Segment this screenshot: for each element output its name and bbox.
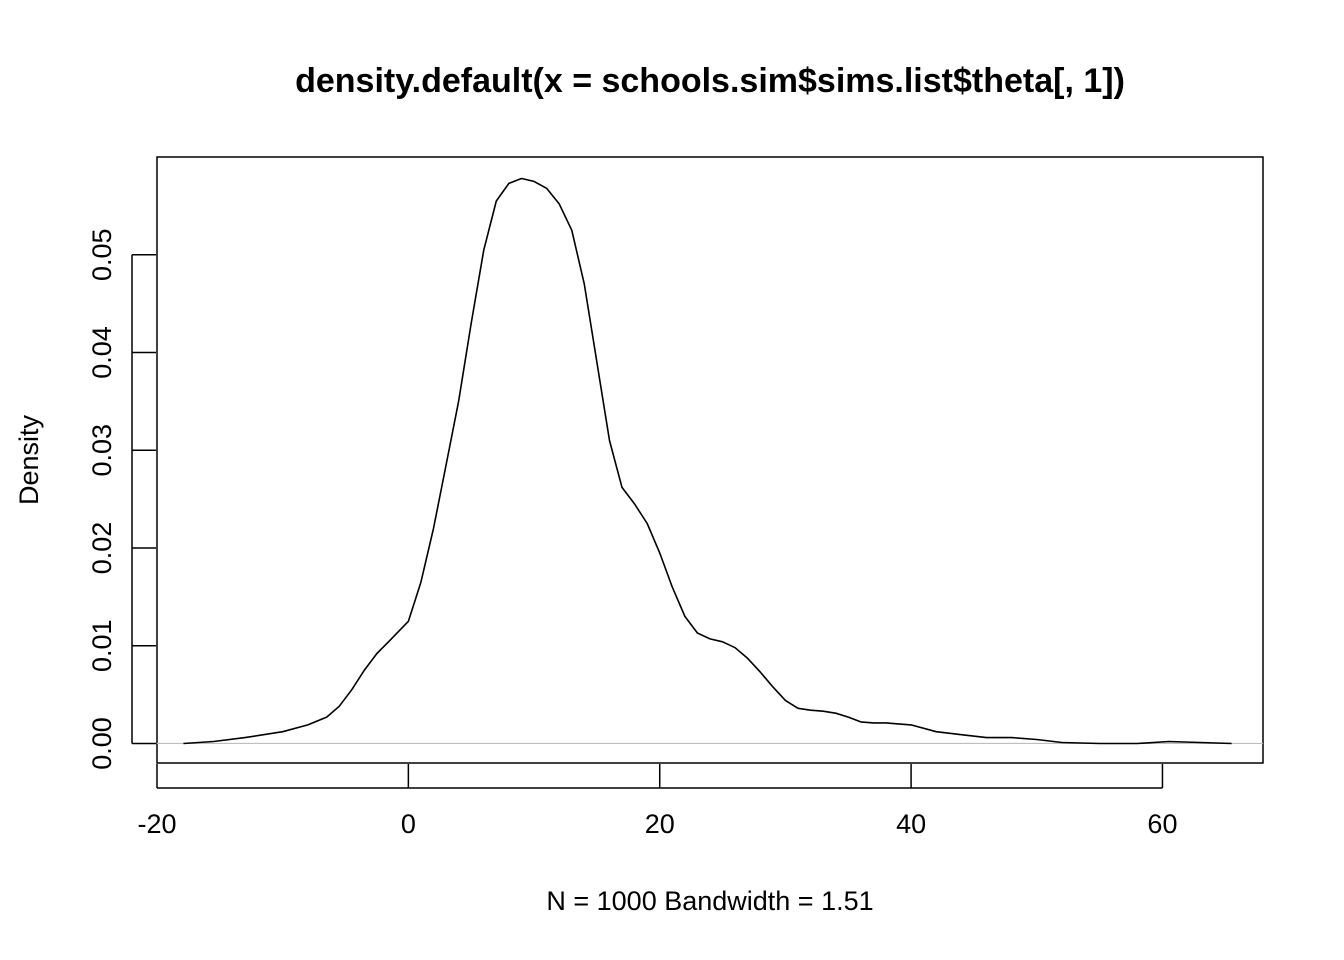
y-tick-label: 0.04 bbox=[87, 326, 117, 379]
x-axis: -20 0 20 40 60 bbox=[137, 764, 1177, 839]
x-tick-label: 0 bbox=[401, 809, 416, 839]
chart-title: density.default(x = schools.sim$sims.lis… bbox=[295, 62, 1125, 100]
y-tick-label: 0.01 bbox=[87, 619, 117, 672]
density-curve bbox=[183, 177, 1232, 745]
y-axis: 0.00 0.01 0.02 0.03 0.04 0.05 bbox=[87, 228, 156, 770]
y-tick-label: 0.05 bbox=[87, 228, 117, 281]
x-tick-label: 20 bbox=[645, 809, 675, 839]
y-tick-label: 0.02 bbox=[87, 522, 117, 575]
x-axis-label: N = 1000 Bandwidth = 1.51 bbox=[546, 886, 873, 916]
y-axis-label: Density bbox=[14, 414, 44, 505]
y-tick-label: 0.00 bbox=[87, 717, 117, 770]
x-tick-label: 40 bbox=[896, 809, 926, 839]
x-tick-label: -20 bbox=[137, 809, 176, 839]
x-tick-label: 60 bbox=[1147, 809, 1177, 839]
y-tick-label: 0.03 bbox=[87, 424, 117, 477]
plot-frame bbox=[156, 156, 1264, 764]
